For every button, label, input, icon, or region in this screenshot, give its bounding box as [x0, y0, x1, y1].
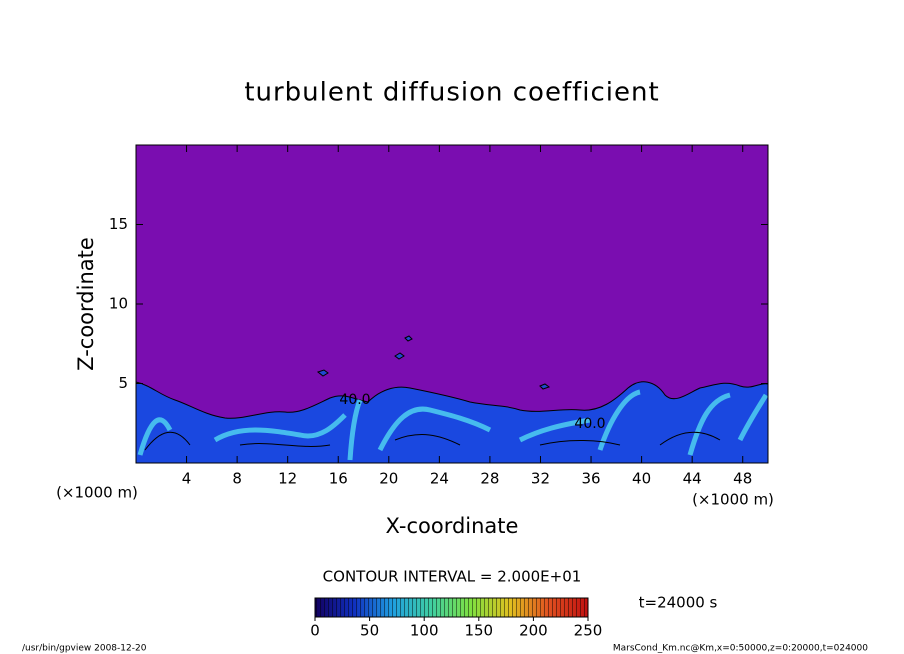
y-tick-label: 15	[109, 215, 128, 233]
x-tick-label: 40	[632, 470, 651, 488]
colorbar-tick-label: 0	[310, 622, 320, 640]
contour-label: 40.0	[339, 392, 370, 408]
turbulent-layer	[136, 335, 768, 463]
x-tick-label: 28	[480, 470, 499, 488]
footer-right: MarsCond_Km.nc@Km,x=0:50000,z=0:20000,t=…	[613, 644, 868, 654]
x-tick-label: 36	[581, 470, 600, 488]
contour-line	[144, 431, 721, 451]
y-tick-label: 5	[118, 374, 128, 392]
x-tick-label: 20	[379, 470, 398, 488]
y-tick-label: 10	[109, 295, 128, 313]
time-label: t=24000 s	[639, 594, 718, 612]
contour-interval: CONTOUR INTERVAL = 2.000E+01	[323, 568, 582, 586]
chart-title: turbulent diffusion coefficient	[244, 78, 659, 108]
x-unit: (×1000 m)	[692, 491, 774, 509]
x-tick-label: 48	[733, 470, 752, 488]
colorbar-tick-label: 250	[574, 622, 603, 640]
colorbar-tick-label: 100	[410, 622, 439, 640]
x-tick-label: 8	[232, 470, 242, 488]
y-axis-label: Z-coordinate	[74, 237, 98, 371]
x-tick-label: 44	[683, 470, 702, 488]
colorbar-levels	[315, 598, 588, 617]
x-tick-label: 32	[531, 470, 550, 488]
x-tick-label: 16	[329, 470, 348, 488]
x-tick-label: 12	[278, 470, 297, 488]
layer-highlight	[137, 389, 768, 461]
x-tick-label: 4	[182, 470, 192, 488]
colorbar-tick-label: 150	[464, 622, 493, 640]
x-tick-label: 24	[430, 470, 449, 488]
footer-left: /usr/bin/gpview 2008-12-20	[22, 644, 147, 654]
colorbar-tick-label: 200	[519, 622, 548, 640]
x-axis-label: X-coordinate	[386, 514, 519, 538]
y-unit: (×1000 m)	[56, 484, 138, 502]
cloud-patch	[316, 335, 551, 390]
contour-label: 40.0	[574, 416, 605, 432]
colorbar-tick-label: 50	[360, 622, 379, 640]
colorbar-frame	[314, 597, 589, 618]
